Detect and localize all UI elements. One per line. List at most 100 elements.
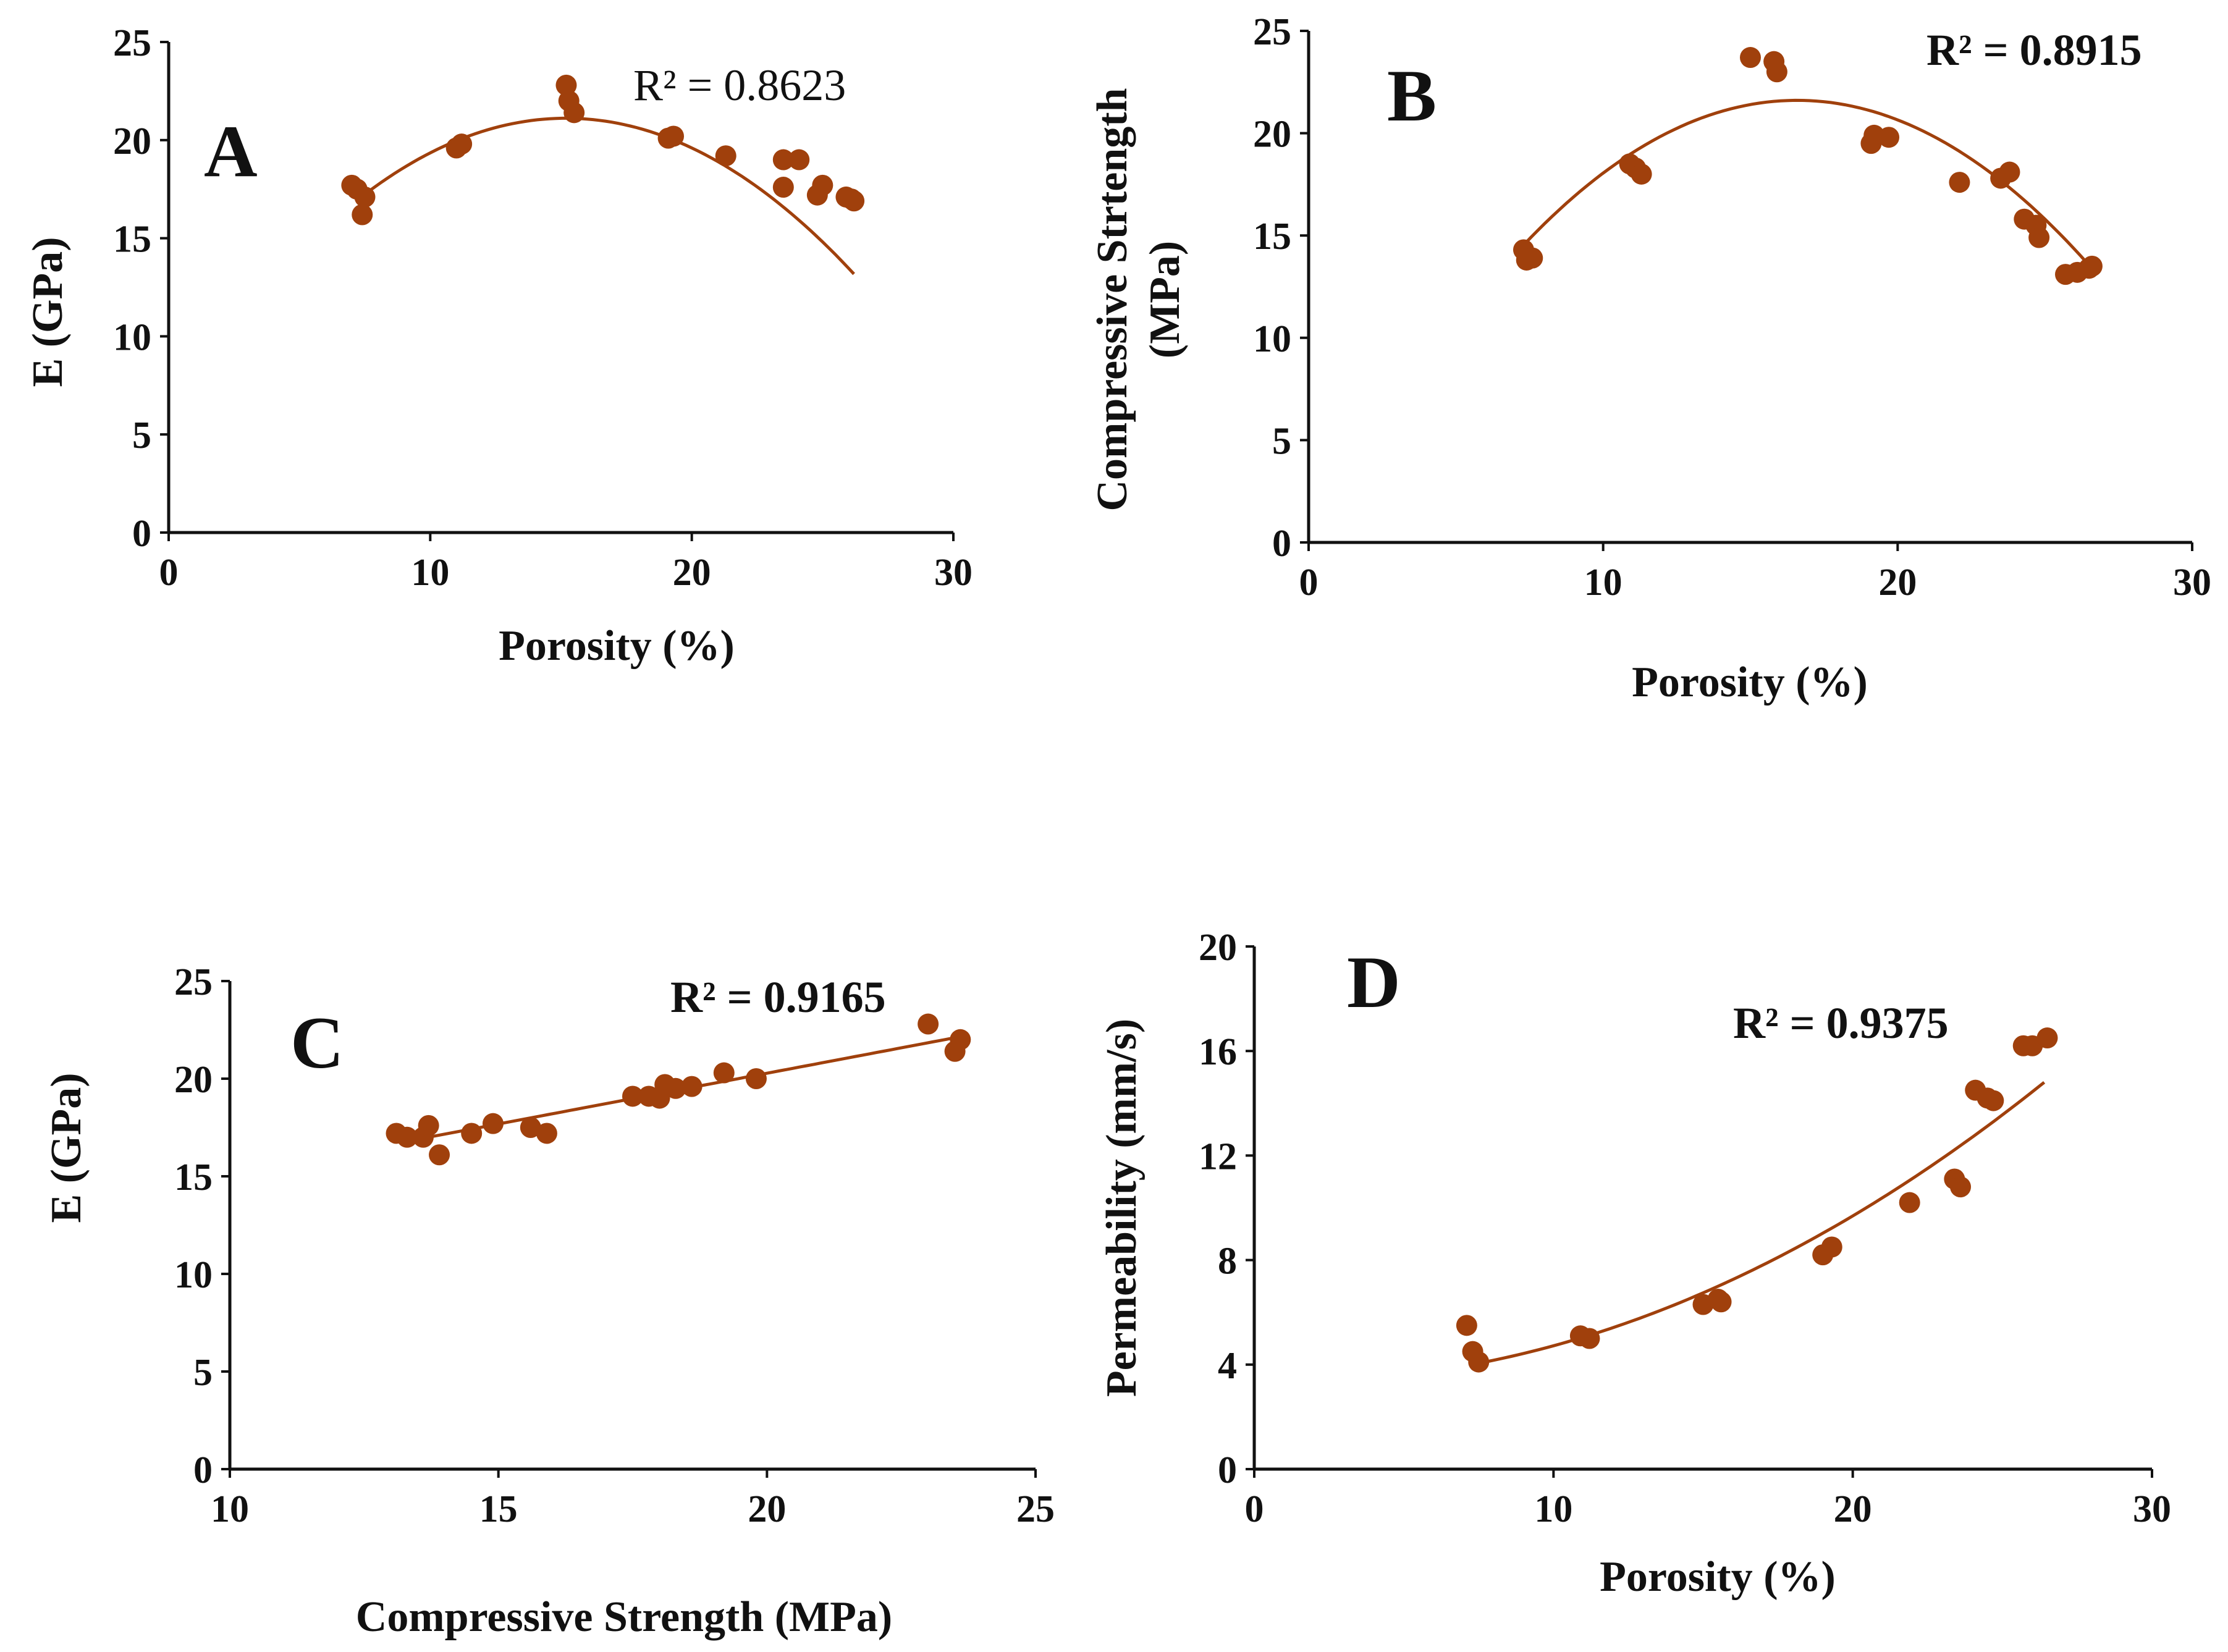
panel-a-y-tick-label: 10 [113,316,151,358]
panel-a-data-point [715,145,736,167]
panel-c-data-point [396,1126,418,1148]
panel-b-data-point [1522,247,1543,269]
panel-c-data-point [429,1144,450,1166]
panel-c-data-point [745,1068,767,1089]
panel-c-data-point [622,1085,643,1107]
panel-c-y-tick-label: 15 [174,1157,213,1199]
panel-c-y-axis-label: E (GPa) [43,1073,90,1223]
chart-panel-a: 0 10 20 30 0 5 10 15 20 25 A R² = 0.8623 Porosity… [24,22,973,670]
panel-a-y-tick-label: 25 [113,22,151,64]
panel-a-r-squared: R² = 0.8623 [633,61,846,110]
panel-b-marks: 0 10 20 30 0 5 10 15 20 25 [1253,11,2211,604]
panel-b-y-tick-label: 0 [1272,523,1291,565]
panel-a-trendline [356,116,855,276]
panel-d-y-tick-label: 20 [1199,927,1237,969]
panel-c-data-point [536,1123,557,1144]
panel-a-data-point [352,204,373,225]
panel-b-data-point [1878,127,1900,148]
panel-d-trendline [1475,1081,2046,1365]
panel-a-y-tick-label: 20 [113,120,151,162]
panel-d-x-tick-label: 20 [1834,1488,1872,1530]
panel-b-y-tick-label: 10 [1253,318,1291,360]
panel-a-data-point [563,102,585,124]
panel-b-data-point [1740,47,1761,69]
panel-a-y-axis-label: E (GPa) [24,237,72,387]
panel-d-y-tick-label: 0 [1218,1449,1237,1491]
panel-c-data-point [918,1013,939,1035]
panel-d-r-squared: R² = 0.9375 [1733,998,1949,1048]
chart-panel-b: 0 10 20 30 0 5 10 15 20 25 B R² = 0.8915 Porosity… [1089,11,2211,706]
panel-a-marks: 0 10 20 30 0 5 10 15 20 25 [113,22,973,594]
panel-d-y-tick-label: 8 [1218,1241,1237,1283]
panel-c-x-tick-label: 10 [211,1488,249,1530]
panel-b-x-tick-label: 20 [1878,562,1917,604]
panel-c-y-tick-label: 5 [193,1352,213,1394]
panel-c-y-tick-label: 20 [174,1059,213,1101]
panel-a-data-point [812,174,833,196]
panel-c-letter: C [290,1001,344,1084]
panel-b-x-tick-label: 30 [2173,562,2211,604]
panel-d-data-point [1579,1328,1600,1349]
panel-a-data-point [772,177,794,198]
panel-d-data-point [1950,1176,1972,1198]
panel-c-x-axis-label: Compressive Strength (MPa) [356,1593,892,1641]
panel-b-x-axis-label: Porosity (%) [1632,659,1868,706]
panel-b-x-tick-label: 10 [1584,562,1622,604]
panel-d-y-tick-label: 16 [1199,1031,1237,1073]
panel-d-data-point [1710,1291,1732,1313]
panel-a-data-point [772,149,794,171]
panel-c-data-point [418,1115,439,1136]
panel-a-y-tick-label: 5 [132,415,151,457]
panel-c-x-tick-label: 25 [1016,1488,1055,1530]
panel-d-y-tick-label: 12 [1199,1136,1237,1178]
chart-panel-d: 0 10 20 30 0 4 8 12 16 20 D R² = 0.9375 Porosity … [1098,927,2171,1601]
panel-a-x-tick-label: 10 [411,552,449,594]
panel-d-y-tick-label: 4 [1218,1345,1237,1387]
panel-b-data-point [1949,172,1970,193]
panel-d-data-point [1899,1192,1920,1213]
panel-c-x-tick-label: 20 [748,1488,786,1530]
panel-b-x-tick-label: 0 [1299,562,1319,604]
chart-panel-c: 10 15 20 25 0 5 10 15 20 25 C R² = 0.9165 Compres… [43,961,1055,1641]
panel-c-data-point [520,1117,541,1138]
panel-c-data-point [681,1076,703,1097]
panel-a-y-tick-label: 15 [113,219,151,261]
panel-c-y-tick-label: 25 [174,961,213,1003]
panel-b-y-tick-label: 25 [1253,11,1291,53]
panel-d-x-tick-label: 0 [1245,1488,1264,1530]
panel-a-data-point [663,125,685,147]
panel-d-x-tick-label: 30 [2133,1488,2171,1530]
panel-b-y-axis-label-line2: (MPa) [1141,241,1189,358]
panel-b-y-axis-label-line1: Compressive Strtength [1089,88,1136,511]
panel-b-r-squared: R² = 0.8915 [1926,25,2142,75]
panel-d-marks: 0 10 20 30 0 4 8 12 16 20 [1199,927,2171,1530]
panel-c-data-point [482,1113,504,1134]
panel-b-data-point [1631,163,1652,185]
panel-a-data-point [354,186,376,208]
panel-d-data-point [1468,1351,1490,1373]
panel-a-x-tick-label: 30 [934,552,973,594]
panel-a-data-point [843,190,865,212]
panel-b-y-tick-label: 15 [1253,216,1291,258]
panel-b-data-point [1999,161,2020,183]
panel-d-data-point [1456,1315,1477,1336]
panel-c-r-squared: R² = 0.9165 [670,972,886,1022]
panel-a-y-tick-label: 0 [132,513,151,555]
panel-a-data-point [788,149,810,171]
panel-b-y-tick-label: 20 [1253,114,1291,156]
panel-c-data-point [665,1077,686,1099]
panel-c-y-tick-label: 10 [174,1254,213,1296]
panel-b-data-point [2081,255,2103,277]
panel-a-data-point [555,74,577,96]
panel-c-y-tick-label: 0 [193,1449,213,1491]
panel-b-y-tick-label: 5 [1272,420,1291,462]
panel-a-x-tick-label: 0 [159,552,179,594]
panel-d-x-tick-label: 10 [1534,1488,1572,1530]
panel-d-data-point [1821,1236,1842,1258]
panel-c-x-tick-label: 15 [479,1488,518,1530]
panel-c-data-point [713,1062,735,1084]
panel-b-data-point [2028,227,2050,248]
panel-b-letter: B [1387,54,1437,137]
panel-d-y-axis-label: Permeability (mm/s) [1098,1019,1146,1397]
